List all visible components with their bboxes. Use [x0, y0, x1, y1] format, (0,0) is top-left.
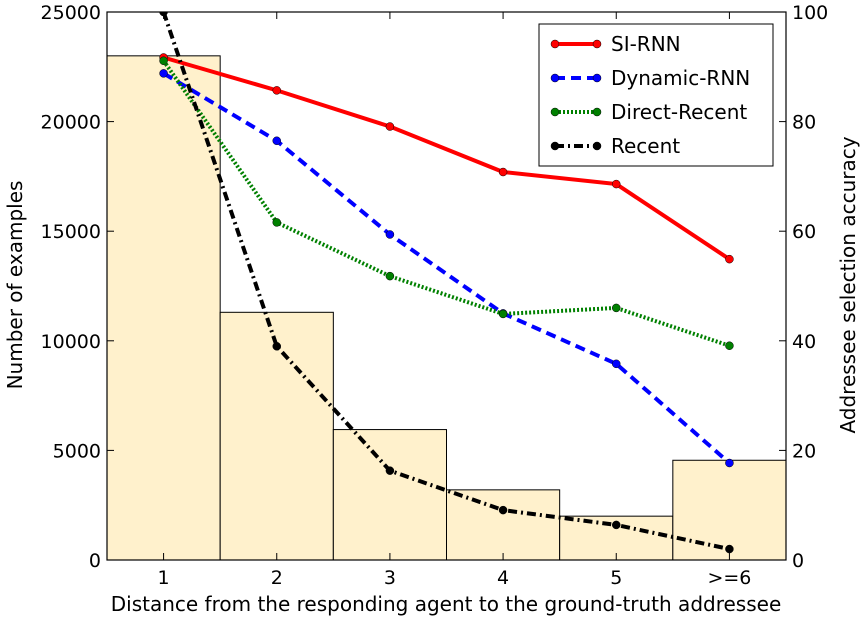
point-direct-recent-2 [385, 271, 395, 281]
bar-2 [332, 429, 448, 561]
legend-label-si-rnn: SI-RNN [611, 32, 681, 56]
lines-layer [159, 12, 734, 554]
point-dynamic-rnn-2 [385, 230, 395, 239]
point-direct-recent-0 [159, 56, 168, 66]
x-tick-label-1: 2 [271, 567, 283, 589]
bar-1 [219, 311, 334, 561]
point-dynamic-rnn-5 [725, 458, 734, 468]
x-tick-label-2: 3 [384, 567, 396, 589]
left-tick-label-20000: 20000 [41, 112, 101, 134]
legend-marker-start-direct-recent [550, 107, 560, 117]
point-si-rnn-4 [612, 179, 621, 189]
x-tick-label-0: 1 [158, 567, 170, 589]
legend-marker-end-direct-recent [592, 107, 602, 117]
point-si-rnn-2 [385, 122, 395, 131]
point-direct-recent-4 [612, 303, 621, 313]
point-recent-1 [272, 342, 281, 351]
left-tick-label-15000: 15000 [41, 221, 101, 243]
right-tick-label-80: 80 [792, 112, 816, 134]
bars-layer [106, 55, 787, 561]
x-tick-label-4: 5 [610, 567, 622, 589]
point-dynamic-rnn-0 [159, 69, 168, 78]
left-axis-title: Number of examples [3, 181, 27, 390]
right-tick-label-60: 60 [792, 221, 816, 243]
legend-label-dynamic-rnn: Dynamic-RNN [611, 66, 750, 90]
axes-layer: 0 5000 10000 15000 20000 25000 0 20 40 60 80 100 1 2 3… [41, 2, 829, 589]
x-axis-title: Distance from the responding agent to th… [111, 592, 782, 616]
point-si-rnn-3 [498, 167, 508, 177]
x-tick-label-3: 4 [497, 567, 509, 589]
legend-marker-end-si-rnn [592, 39, 602, 49]
point-si-rnn-1 [272, 86, 281, 95]
legend: SI-RNN Dynamic-RNN Direct-Recent Recent [538, 23, 774, 167]
series-line-recent [161, 12, 730, 551]
bar-5 [672, 459, 787, 561]
point-dynamic-rnn-1 [272, 136, 281, 146]
point-direct-recent-5 [725, 341, 734, 350]
point-dynamic-rnn-4 [612, 359, 621, 369]
right-tick-label-100: 100 [792, 2, 828, 24]
point-direct-recent-3 [498, 309, 508, 319]
legend-box [538, 23, 774, 167]
point-direct-recent-1 [272, 218, 281, 227]
right-tick-label-0: 0 [792, 550, 804, 572]
legend-marker-end-dynamic-rnn [592, 73, 602, 83]
legend-label-direct-recent: Direct-Recent [611, 100, 747, 124]
left-tick-label-10000: 10000 [41, 331, 101, 353]
right-axis-title: Addressee selection accuracy [836, 136, 860, 433]
legend-label-recent: Recent [611, 134, 680, 158]
legend-marker-start-recent [550, 141, 560, 151]
point-recent-5 [725, 544, 734, 554]
point-recent-4 [612, 520, 621, 530]
left-tick-label-0: 0 [89, 550, 101, 572]
series-line-si-rnn [163, 55, 731, 261]
right-tick-label-40: 40 [792, 331, 816, 353]
plot-frame [106, 11, 787, 561]
point-si-rnn-5 [725, 254, 734, 264]
series-line-dynamic-rnn [162, 71, 731, 465]
x-tick-label-5: >=6 [707, 567, 751, 589]
right-tick-label-20: 20 [792, 440, 816, 462]
bar-0 [106, 55, 221, 561]
legend-marker-end-recent [592, 141, 602, 151]
bar-3 [446, 489, 561, 561]
series-line-direct-recent [161, 59, 731, 348]
point-recent-2 [385, 466, 395, 475]
legend-marker-start-dynamic-rnn [550, 73, 560, 83]
left-tick-label-25000: 25000 [41, 2, 101, 24]
legend-marker-start-si-rnn [550, 39, 560, 49]
point-recent-3 [498, 505, 508, 515]
left-tick-label-5000: 5000 [53, 440, 101, 462]
